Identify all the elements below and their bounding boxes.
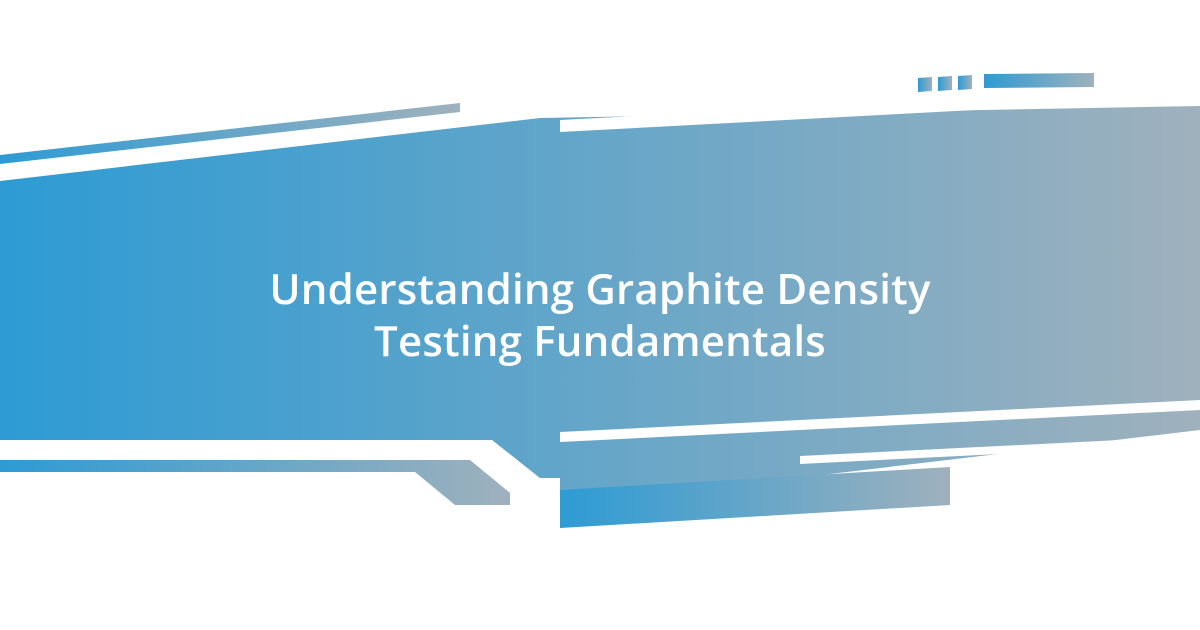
banner-svg [0, 0, 1200, 630]
accent-dash [918, 77, 932, 92]
accent-dash [984, 73, 1094, 88]
accent-top-dashes [918, 73, 1094, 92]
accent-bottom-left-notch [0, 460, 510, 505]
banner-stage: Understanding Graphite Density Testing F… [0, 0, 1200, 630]
accent-dash [958, 75, 972, 90]
accent-dash [938, 76, 952, 91]
